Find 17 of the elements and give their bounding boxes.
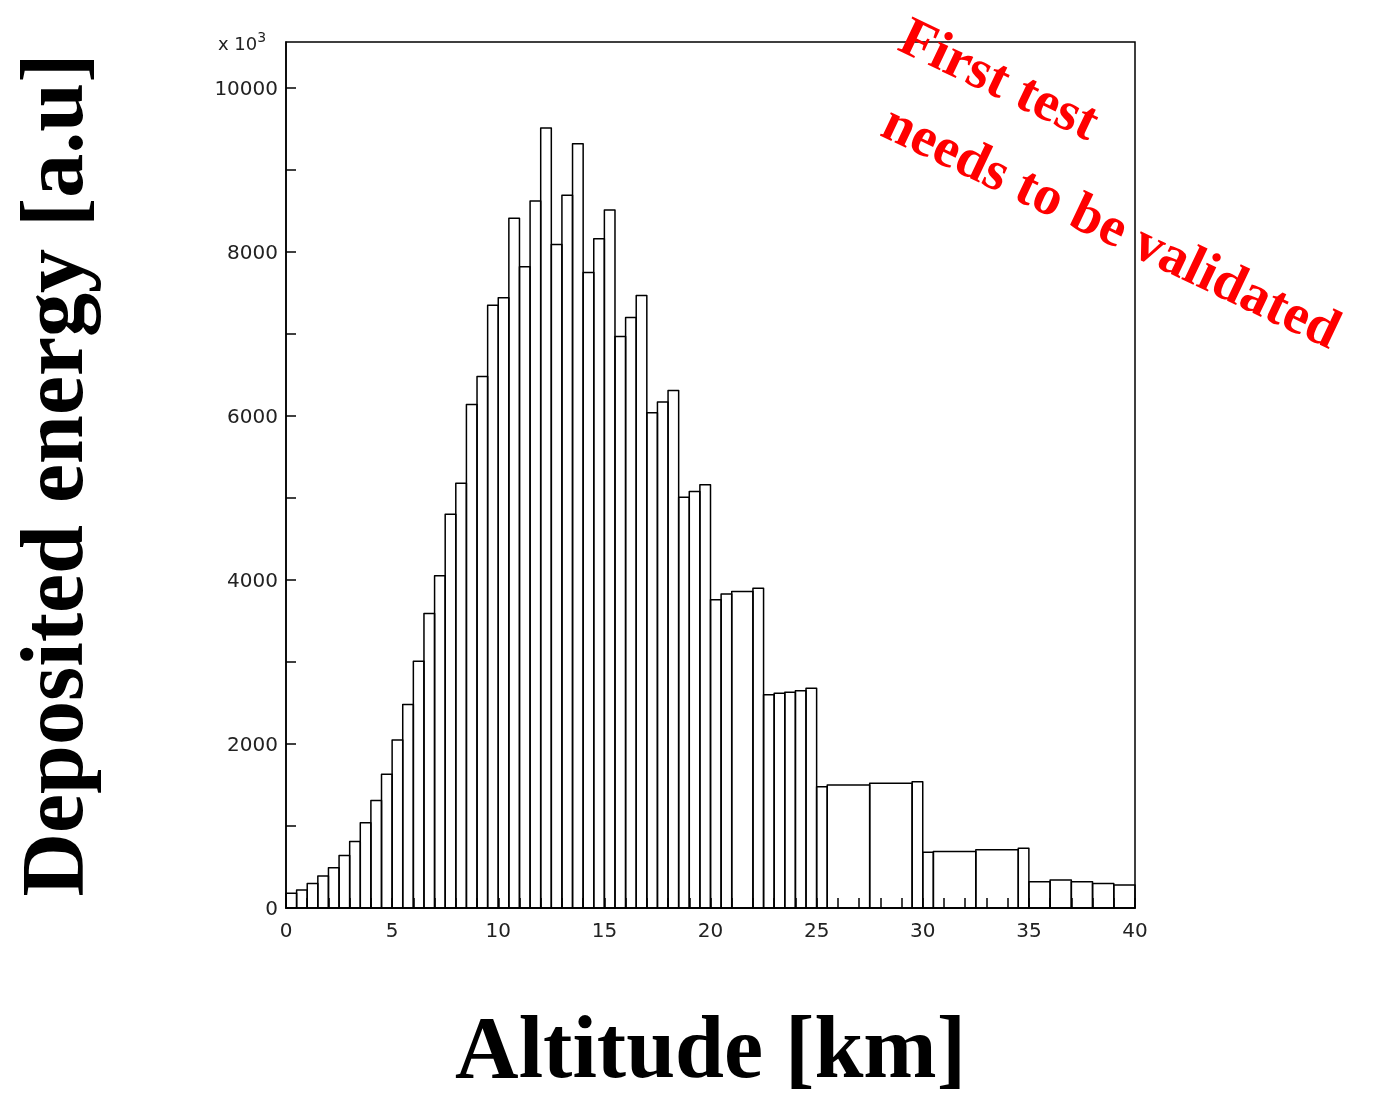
- x-tick-label: 15: [591, 918, 618, 942]
- y-tick-label: 10000: [214, 75, 278, 100]
- x-tick-label: 20: [697, 918, 724, 942]
- x-axis-title: Altitude [km]: [455, 998, 966, 1096]
- x-tick-label: 35: [1016, 918, 1042, 942]
- y-tick-label: 6000: [227, 403, 278, 428]
- y-tick-label: 4000: [227, 567, 278, 592]
- x-tick-label: 30: [910, 918, 936, 942]
- y-tick-label: 8000: [227, 239, 278, 264]
- x-tick-label: 10: [485, 918, 511, 942]
- y-axis-title: Deposited energy [a.u]: [3, 53, 101, 897]
- x-tick-label: 5: [385, 918, 399, 942]
- x-tick-label: 25: [803, 918, 830, 942]
- x-tick-label: 40: [1122, 918, 1148, 942]
- x-tick-label: 0: [279, 918, 293, 942]
- y-tick-label: 0: [265, 896, 278, 920]
- y-tick-label: 2000: [227, 731, 278, 756]
